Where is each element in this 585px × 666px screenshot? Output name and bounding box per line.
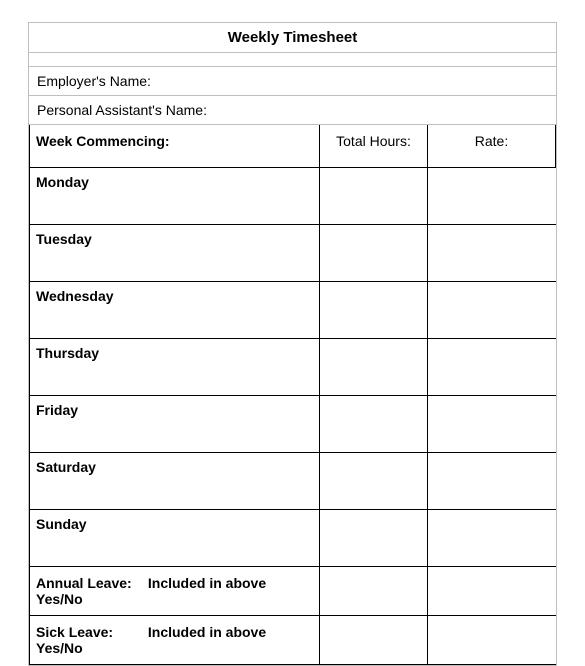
day-row: Friday — [30, 396, 556, 453]
day-row: Wednesday — [30, 282, 556, 339]
day-name: Wednesday — [30, 282, 320, 339]
day-hours[interactable] — [320, 510, 428, 567]
day-rate[interactable] — [428, 396, 556, 453]
day-hours[interactable] — [320, 225, 428, 282]
day-rate[interactable] — [428, 510, 556, 567]
day-rate[interactable] — [428, 225, 556, 282]
day-hours[interactable] — [320, 339, 428, 396]
day-name: Monday — [30, 168, 320, 225]
annual-leave-rate[interactable] — [428, 567, 556, 616]
day-row: Tuesday — [30, 225, 556, 282]
day-name: Tuesday — [30, 225, 320, 282]
employer-name-row: Employer's Name: — [29, 67, 556, 96]
timesheet-grid: Week Commencing: Total Hours: Rate: Mond… — [29, 125, 556, 665]
page-title: Weekly Timesheet — [29, 23, 556, 53]
day-row: Sunday — [30, 510, 556, 567]
day-name: Saturday — [30, 453, 320, 510]
day-rate[interactable] — [428, 168, 556, 225]
annual-leave-hours[interactable] — [320, 567, 428, 616]
day-rate[interactable] — [428, 282, 556, 339]
grid-header-row: Week Commencing: Total Hours: Rate: — [30, 125, 556, 168]
sick-leave-rate[interactable] — [428, 616, 556, 665]
day-row: Thursday — [30, 339, 556, 396]
day-hours[interactable] — [320, 396, 428, 453]
day-hours[interactable] — [320, 453, 428, 510]
day-row: Saturday — [30, 453, 556, 510]
sick-leave-row: Sick Leave: Included in above Yes/No — [30, 616, 556, 665]
day-hours[interactable] — [320, 282, 428, 339]
day-rate[interactable] — [428, 453, 556, 510]
rate-header: Rate: — [428, 125, 556, 168]
assistant-name-row: Personal Assistant's Name: — [29, 96, 556, 125]
week-commencing-header: Week Commencing: — [30, 125, 320, 168]
sick-leave-label: Sick Leave: — [36, 624, 144, 640]
annual-leave-row: Annual Leave: Included in above Yes/No — [30, 567, 556, 616]
day-hours[interactable] — [320, 168, 428, 225]
timesheet-page: Weekly Timesheet Employer's Name: Person… — [0, 0, 585, 620]
day-name: Friday — [30, 396, 320, 453]
sick-leave-hours[interactable] — [320, 616, 428, 665]
day-row: Monday — [30, 168, 556, 225]
title-spacer — [29, 53, 556, 67]
annual-leave-cell: Annual Leave: Included in above Yes/No — [30, 567, 320, 616]
annual-leave-label: Annual Leave: — [36, 575, 144, 591]
sick-leave-cell: Sick Leave: Included in above Yes/No — [30, 616, 320, 665]
total-hours-header: Total Hours: — [320, 125, 428, 168]
day-rate[interactable] — [428, 339, 556, 396]
day-name: Sunday — [30, 510, 320, 567]
day-name: Thursday — [30, 339, 320, 396]
timesheet-container: Weekly Timesheet Employer's Name: Person… — [28, 22, 557, 666]
